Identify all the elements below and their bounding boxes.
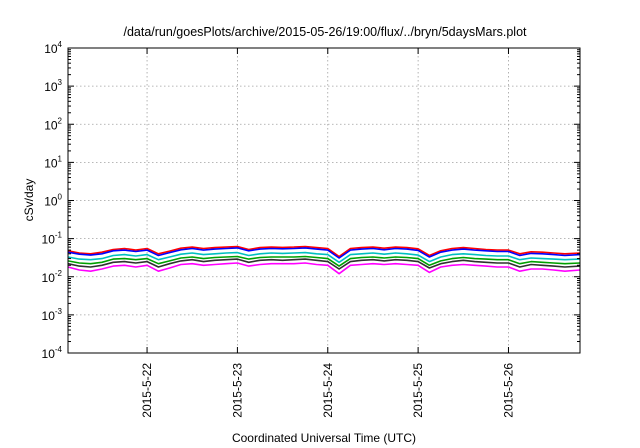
y-tick-label: 10-1 <box>42 231 63 247</box>
y-tick-label: 103 <box>44 78 62 94</box>
chart-title: /data/run/goesPlots/archive/2015-05-26/1… <box>123 25 527 39</box>
y-axis: 10-4 10-3 10-2 10-1 100 101 102 103 104 <box>42 40 580 361</box>
y-tick-label: 10-2 <box>42 269 63 285</box>
y-tick-label: 100 <box>44 193 62 209</box>
x-tick-label: 2015-5-23 <box>230 363 244 418</box>
grid <box>68 48 580 353</box>
y-axis-label: cSv/day <box>22 179 36 222</box>
y-tick-label: 102 <box>44 116 62 132</box>
x-tick-label: 2015-5-26 <box>501 363 515 418</box>
y-tick-label: 101 <box>44 154 62 170</box>
series-line-4 <box>67 255 581 267</box>
series-line-2 <box>67 247 581 259</box>
series-line-5 <box>67 258 581 270</box>
y-tick-label: 10-4 <box>42 345 63 361</box>
series-line-3 <box>67 251 581 264</box>
series-group <box>67 245 581 275</box>
x-tick-label: 2015-5-25 <box>411 363 425 418</box>
x-tick-label: 2015-5-22 <box>140 363 154 418</box>
x-tick-label: 2015-5-24 <box>321 363 335 418</box>
x-axis: 2015-5-22 2015-5-23 2015-5-24 2015-5-25 2015… <box>140 48 515 418</box>
series-line-1 <box>67 245 581 258</box>
series-line-6 <box>67 262 581 275</box>
y-tick-label: 10-3 <box>42 307 63 323</box>
x-axis-label: Coordinated Universal Time (UTC) <box>232 431 416 445</box>
y-tick-label: 104 <box>44 40 62 56</box>
